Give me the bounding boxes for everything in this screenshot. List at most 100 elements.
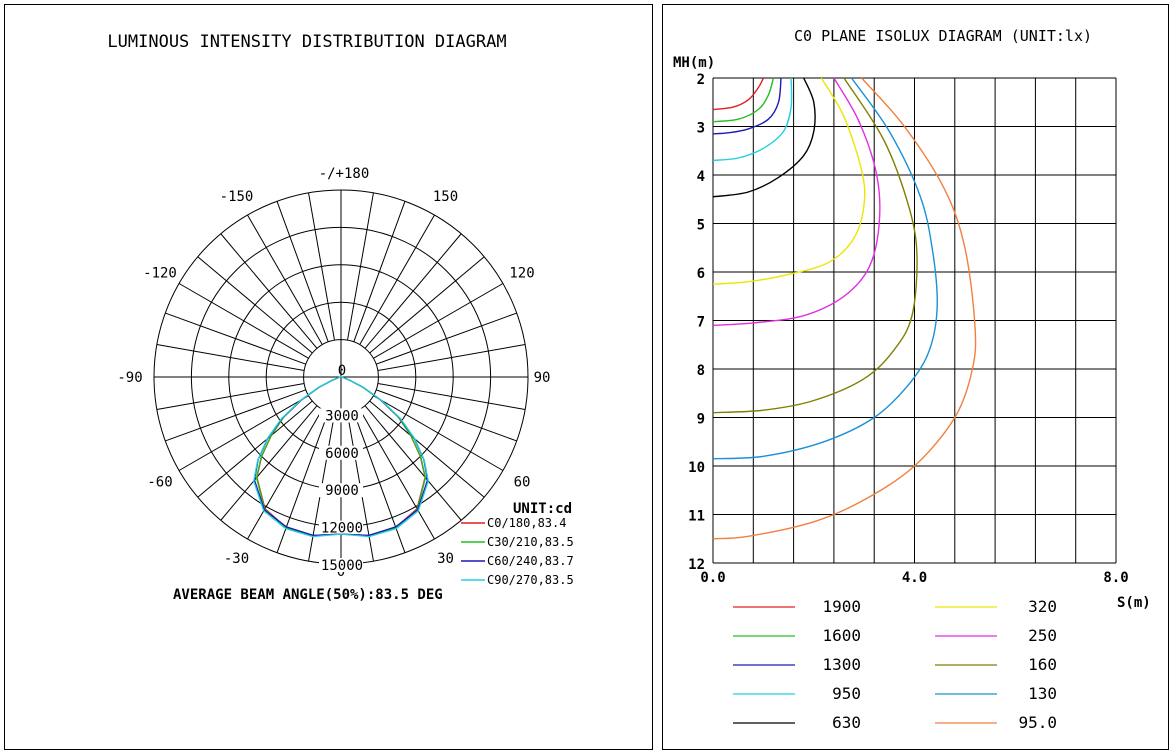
- polar-radial-label: 15000: [321, 558, 363, 574]
- polar-radial-label: 0: [338, 363, 346, 379]
- isolux-ytick: 11: [688, 509, 705, 525]
- polar-legend-label: C90/270,83.5: [487, 573, 574, 587]
- isolux-ytick: 3: [697, 121, 705, 137]
- polar-spoke: [369, 400, 485, 498]
- polar-spoke: [359, 409, 435, 540]
- polar-spoke: [156, 383, 305, 410]
- isolux-legend-label: 1300: [822, 655, 861, 674]
- isolux-curve: [712, 77, 816, 198]
- isolux-legend-label: 1900: [822, 597, 861, 616]
- polar-spoke: [308, 192, 335, 341]
- polar-spoke: [364, 405, 462, 521]
- isolux-curve: [712, 77, 938, 460]
- polar-spoke: [377, 344, 526, 371]
- polar-angle-label: 120: [509, 266, 534, 282]
- polar-panel: LUMINOUS INTENSITY DISTRIBUTION DIAGRAM …: [4, 4, 653, 750]
- isolux-legend: 1900 1600 1300 950 630 320 250 160 130 95.0: [733, 597, 1057, 732]
- polar-legend-label: C30/210,83.5: [487, 535, 574, 549]
- isolux-ytick: 2: [697, 72, 705, 88]
- polar-spoke: [276, 201, 329, 343]
- isolux-legend-label: 160: [1028, 655, 1057, 674]
- isolux-ytick: 12: [688, 557, 705, 573]
- polar-spoke: [364, 233, 462, 349]
- polar-series-curve: [253, 376, 429, 538]
- isolux-curve: [712, 77, 977, 540]
- unit-label: UNIT:cd: [513, 501, 572, 517]
- polar-spoke: [377, 383, 526, 410]
- polar-chart: LUMINOUS INTENSITY DISTRIBUTION DIAGRAM …: [107, 32, 574, 603]
- polar-angle-label: 30: [437, 551, 454, 567]
- polar-angle-label: 60: [514, 475, 531, 491]
- isolux-panel: C0 PLANE ISOLUX DIAGRAM (UNIT:lx) MH(m) …: [662, 4, 1169, 750]
- polar-spoke: [165, 389, 307, 442]
- isolux-curve: [712, 77, 918, 414]
- polar-spoke: [197, 400, 313, 498]
- polar-angle-label: 90: [534, 370, 551, 386]
- isolux-xtick: 4.0: [902, 570, 927, 586]
- polar-angle-label: -120: [143, 266, 177, 282]
- polar-spoke: [165, 312, 307, 365]
- isolux-ytick: 4: [697, 169, 705, 185]
- polar-angle-label: 150: [433, 189, 458, 205]
- radial-label-bg: [319, 558, 363, 572]
- isolux-curves: [712, 77, 977, 540]
- polar-angle-labels: -/+180 -150 150 -120 120 -90 90 -60 60 -30 30 0: [117, 166, 550, 580]
- polar-spoke: [247, 214, 323, 345]
- isolux-ytick: 10: [688, 460, 705, 476]
- polar-spoke: [220, 405, 318, 521]
- polar-radial-label: 3000: [325, 408, 359, 424]
- isolux-legend-label: 950: [832, 684, 861, 703]
- radial-label-bg: [319, 408, 363, 423]
- polar-title: LUMINOUS INTENSITY DISTRIBUTION DIAGRAM: [107, 32, 506, 52]
- polar-radial-label: 9000: [325, 483, 359, 499]
- polar-angle-label: -90: [117, 370, 142, 386]
- isolux-ytick: 5: [697, 218, 705, 234]
- isolux-xtick: 8.0: [1103, 570, 1128, 586]
- polar-spoke: [375, 312, 517, 365]
- polar-spoke: [347, 192, 374, 341]
- isolux-legend-label: 1600: [822, 626, 861, 645]
- isolux-legend-label: 95.0: [1018, 713, 1057, 732]
- polar-radial-labels: 0 3000 6000 9000 12000 15000: [319, 363, 363, 574]
- isolux-curve: [712, 77, 775, 123]
- radial-label-bg: [319, 520, 363, 535]
- radial-label-bg: [319, 483, 363, 498]
- isolux-ytick: 7: [697, 315, 705, 331]
- isolux-xtick: 0.0: [700, 570, 725, 586]
- radial-label-bg: [319, 445, 363, 460]
- polar-legend-label: C60/240,83.7: [487, 554, 574, 568]
- isolux-curve: [712, 77, 793, 162]
- isolux-legend-label: 320: [1028, 597, 1057, 616]
- isolux-ytick: 6: [697, 266, 705, 282]
- polar-spoke: [359, 214, 435, 345]
- isolux-ylabel: MH(m): [673, 55, 715, 71]
- polar-angle-label: -/+180: [319, 166, 370, 182]
- isolux-ytick: 8: [697, 363, 705, 379]
- polar-curves: [253, 376, 429, 538]
- isolux-curve: [712, 77, 881, 327]
- isolux-chart: C0 PLANE ISOLUX DIAGRAM (UNIT:lx) MH(m) …: [673, 27, 1151, 732]
- polar-legend: C0/180,83.4 C30/210,83.5 C60/240,83.7 C90/2…: [461, 516, 574, 587]
- beam-angle-note: AVERAGE BEAM ANGLE(50%):83.5 DEG: [173, 587, 443, 603]
- polar-radial-label: 12000: [321, 521, 363, 537]
- polar-spoke: [178, 283, 309, 359]
- polar-legend-label: C0/180,83.4: [487, 516, 566, 530]
- isolux-title: C0 PLANE ISOLUX DIAGRAM (UNIT:lx): [794, 27, 1092, 45]
- polar-angle-label: -30: [224, 551, 249, 567]
- polar-spoke: [247, 409, 323, 540]
- polar-spoke: [197, 256, 313, 354]
- polar-spoke: [375, 389, 517, 442]
- isolux-curve: [712, 77, 765, 111]
- isolux-ytick: 9: [697, 412, 705, 428]
- polar-angle-label: -150: [220, 189, 254, 205]
- isolux-legend-label: 250: [1028, 626, 1057, 645]
- isolux-curve: [712, 77, 782, 135]
- polar-spoke: [220, 233, 318, 349]
- isolux-xlabel: S(m): [1117, 595, 1151, 611]
- isolux-curve: [712, 77, 866, 285]
- polar-spoke: [373, 283, 504, 359]
- polar-spoke: [369, 256, 485, 354]
- polar-angle-label: -60: [147, 475, 172, 491]
- isolux-ticks: 2 3 4 5 6 7 8 9 10 11 120.0 4.0 8.0: [688, 72, 1129, 586]
- polar-radial-label: 6000: [325, 446, 359, 462]
